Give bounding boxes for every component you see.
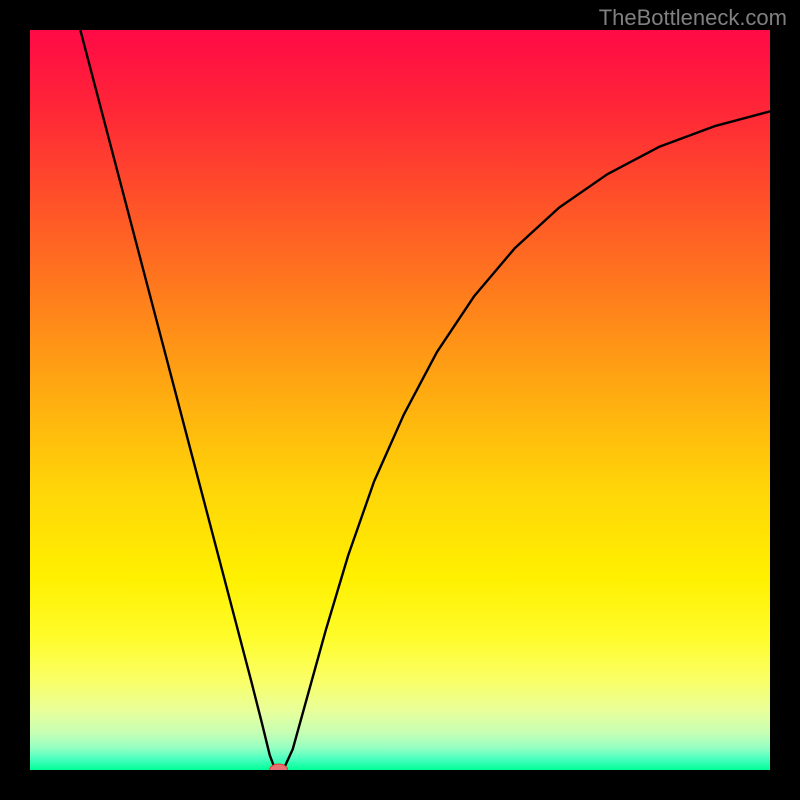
chart-container: TheBottleneck.com <box>0 0 800 800</box>
plot-area <box>30 30 770 770</box>
watermark-text: TheBottleneck.com <box>599 5 787 31</box>
gradient-background <box>30 30 770 770</box>
plot-svg <box>30 30 770 770</box>
